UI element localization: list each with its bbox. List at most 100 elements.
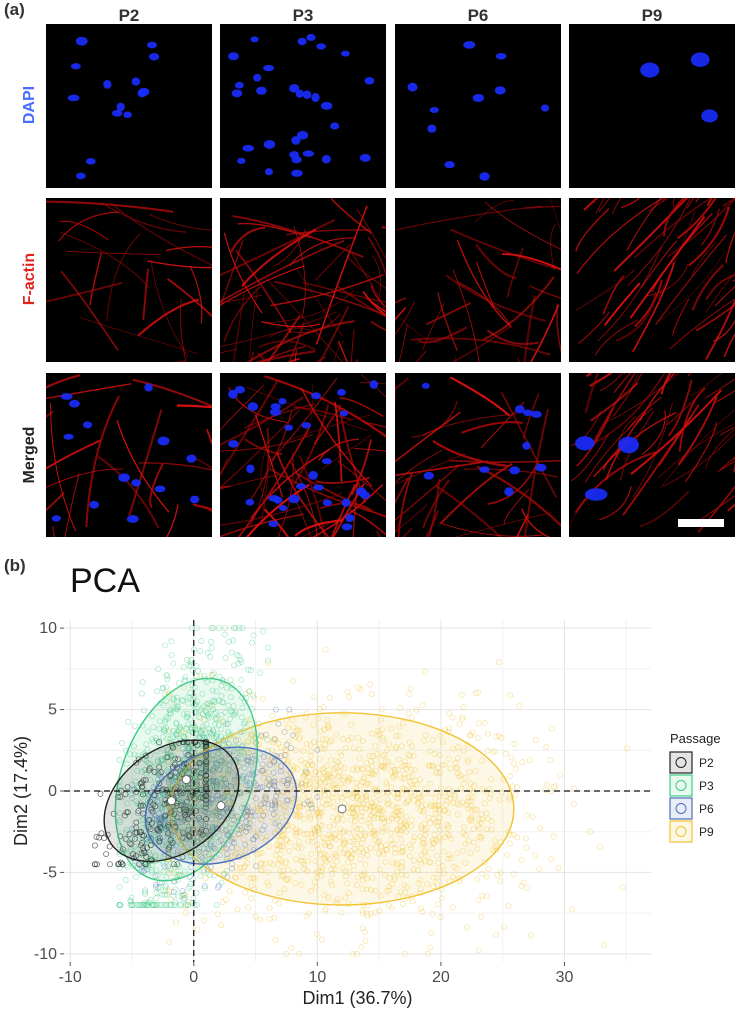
data-point <box>355 793 362 800</box>
data-point <box>236 748 243 755</box>
data-point <box>426 763 433 770</box>
data-point <box>392 850 398 856</box>
data-point <box>150 833 157 840</box>
data-point <box>363 781 370 788</box>
data-point <box>153 867 160 874</box>
data-point <box>296 727 303 734</box>
data-point <box>136 801 143 808</box>
data-point <box>170 777 177 784</box>
data-point <box>141 767 148 774</box>
data-point <box>219 829 226 836</box>
data-point <box>169 775 176 782</box>
data-point <box>334 784 341 791</box>
data-point <box>271 775 278 782</box>
data-point <box>369 753 376 759</box>
data-point <box>384 746 391 753</box>
data-point <box>428 801 435 808</box>
data-point <box>218 922 225 929</box>
data-point <box>202 856 209 863</box>
data-point <box>379 763 386 770</box>
data-point <box>460 747 467 754</box>
data-point <box>242 889 249 896</box>
data-point <box>202 874 209 881</box>
data-point <box>459 714 466 721</box>
data-point <box>350 766 356 773</box>
data-point <box>166 778 172 785</box>
data-point <box>175 731 182 738</box>
data-point <box>385 902 392 909</box>
data-point <box>372 909 379 916</box>
data-point <box>229 682 235 689</box>
data-point <box>208 638 215 645</box>
data-point <box>242 846 249 853</box>
data-point <box>220 871 227 878</box>
data-point <box>292 747 299 754</box>
data-point <box>197 872 204 879</box>
data-point <box>450 800 457 806</box>
data-point <box>236 777 243 784</box>
data-point <box>165 792 172 799</box>
data-point <box>282 808 289 815</box>
data-point <box>496 796 503 803</box>
data-point <box>232 813 239 820</box>
data-point <box>359 779 366 786</box>
data-point <box>188 769 195 776</box>
data-point <box>250 632 257 639</box>
data-point <box>155 758 161 765</box>
data-point <box>284 757 291 764</box>
data-point <box>338 909 345 916</box>
data-point <box>453 764 460 771</box>
data-point <box>435 860 442 867</box>
data-point <box>354 793 361 800</box>
data-point <box>158 806 165 813</box>
data-point <box>260 796 267 803</box>
data-point <box>291 764 298 771</box>
data-point <box>116 902 123 908</box>
data-point <box>235 736 241 743</box>
data-point <box>442 801 449 808</box>
data-point <box>394 860 401 867</box>
data-point <box>183 714 190 721</box>
data-point <box>435 764 442 771</box>
data-point <box>398 865 405 872</box>
micrograph-dapi-p3 <box>220 24 386 188</box>
data-point <box>547 757 553 764</box>
data-point <box>173 694 180 701</box>
data-point <box>315 829 322 836</box>
data-point <box>424 950 431 957</box>
data-point <box>154 884 161 891</box>
data-point <box>181 868 188 875</box>
data-point <box>168 652 175 658</box>
data-point <box>440 848 447 855</box>
data-point <box>218 778 225 785</box>
legend-label-p9: P9 <box>699 825 714 839</box>
data-point <box>203 710 210 717</box>
data-point <box>244 821 251 828</box>
data-point <box>232 874 238 881</box>
data-point <box>240 759 247 766</box>
data-point <box>419 908 425 915</box>
data-point <box>166 869 172 876</box>
data-point <box>210 812 217 819</box>
data-point <box>275 818 282 825</box>
data-point <box>308 831 315 838</box>
data-point <box>183 821 190 828</box>
data-point <box>512 791 519 798</box>
data-point <box>315 827 322 834</box>
data-point <box>361 869 368 876</box>
data-point <box>443 821 450 828</box>
data-point <box>324 724 331 731</box>
data-point <box>252 913 259 920</box>
data-point <box>389 880 396 887</box>
data-point <box>301 861 308 868</box>
data-point <box>141 902 148 908</box>
data-point <box>408 817 415 824</box>
data-point <box>360 794 367 801</box>
data-point <box>307 758 314 765</box>
data-point <box>475 897 482 903</box>
data-point <box>268 755 275 762</box>
data-point <box>208 730 215 737</box>
data-point <box>259 695 266 702</box>
data-point <box>400 900 406 907</box>
data-point <box>198 705 205 712</box>
